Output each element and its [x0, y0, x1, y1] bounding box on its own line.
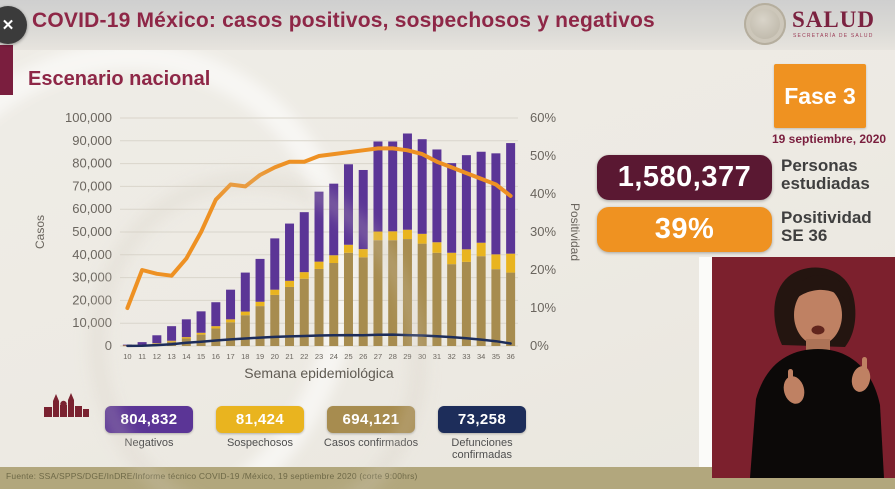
svg-text:60%: 60% [530, 110, 556, 125]
svg-text:32: 32 [447, 352, 455, 361]
legend-item-confirmados: 694,121 Casos confirmados [319, 406, 423, 449]
page-title: COVID-19 México: casos positivos, sospec… [32, 9, 655, 32]
svg-text:19: 19 [256, 352, 264, 361]
svg-text:50%: 50% [530, 148, 556, 163]
legend-value-confirmados: 694,121 [327, 406, 415, 433]
svg-text:10%: 10% [530, 300, 556, 315]
svg-text:30: 30 [418, 352, 426, 361]
stat-label-positividad-line1: Positividad [781, 208, 872, 227]
svg-text:16: 16 [212, 352, 220, 361]
svg-text:36: 36 [506, 352, 514, 361]
report-date: 19 septiembre, 2020 [772, 132, 887, 146]
svg-text:100,000: 100,000 [65, 110, 112, 125]
svg-text:29: 29 [403, 352, 411, 361]
svg-text:21: 21 [285, 352, 293, 361]
svg-text:Positividad: Positividad [568, 203, 582, 261]
svg-text:90,000: 90,000 [72, 133, 112, 148]
svg-text:24: 24 [330, 352, 338, 361]
source-text: Fuente: SSA/SPPS/DGE/InDRE/Informe técni… [6, 471, 418, 481]
close-icon[interactable]: ✕ [0, 6, 27, 44]
svg-text:40%: 40% [530, 186, 556, 201]
svg-text:33: 33 [462, 352, 470, 361]
header-bar: COVID-19 México: casos positivos, sospec… [0, 0, 895, 50]
stat-label-personas: Personas estudiadas [781, 157, 870, 193]
svg-text:15: 15 [197, 352, 205, 361]
svg-text:0: 0 [105, 338, 112, 353]
svg-text:80,000: 80,000 [72, 156, 112, 171]
stat-label-positividad-line2: SE 36 [781, 226, 828, 245]
salud-logo-subtext: SECRETARÍA DE SALUD [793, 33, 874, 39]
legend-label-confirmados: Casos confirmados [323, 437, 419, 449]
phase-badge: Fase 3 [774, 64, 866, 128]
legend-value-defunciones: 73,258 [438, 406, 526, 433]
legend-value-negativos: 804,832 [105, 406, 193, 433]
svg-text:60,000: 60,000 [72, 201, 112, 216]
legend-item-defunciones: 73,258 Defunciones confirmadas [430, 406, 534, 461]
svg-text:10: 10 [123, 352, 131, 361]
svg-text:25: 25 [344, 352, 352, 361]
svg-text:34: 34 [477, 352, 485, 361]
svg-text:22: 22 [300, 352, 308, 361]
stat-personas-estudiadas: 1,580,377 [597, 155, 772, 200]
national-chart: 0 10,000 20,000 30,000 40,000 50,000 60,000 70,… [33, 110, 582, 381]
svg-text:20%: 20% [530, 262, 556, 277]
svg-text:23: 23 [315, 352, 323, 361]
svg-text:Semana epidemiológica: Semana epidemiológica [244, 365, 394, 381]
stat-label-positividad: Positividad SE 36 [781, 209, 872, 245]
svg-text:31: 31 [433, 352, 441, 361]
svg-text:0%: 0% [530, 338, 549, 353]
svg-text:17: 17 [226, 352, 234, 361]
legend-label-negativos: Negativos [124, 437, 174, 449]
salud-logo: SALUD [792, 7, 875, 32]
svg-text:35: 35 [492, 352, 500, 361]
sign-language-interpreter-video[interactable] [712, 257, 895, 478]
section-title: Escenario nacional [28, 68, 211, 90]
legend-item-sospechosos: 81,424 Sospechosos [208, 406, 312, 449]
stat-label-personas-line2: estudiadas [781, 174, 870, 193]
svg-text:Casos: Casos [33, 215, 47, 249]
svg-text:30%: 30% [530, 224, 556, 239]
source-band: Fuente: SSA/SPPS/DGE/InDRE/Informe técni… [0, 467, 895, 489]
svg-text:18: 18 [241, 352, 249, 361]
svg-text:20,000: 20,000 [72, 292, 112, 307]
svg-text:14: 14 [182, 352, 190, 361]
accent-bar [0, 45, 13, 95]
svg-text:50,000: 50,000 [72, 224, 112, 239]
interpreter-box-border [699, 257, 712, 478]
svg-text:12: 12 [153, 352, 161, 361]
svg-text:30,000: 30,000 [72, 270, 112, 285]
government-seal-icon [744, 3, 786, 45]
svg-text:20: 20 [271, 352, 279, 361]
svg-text:40,000: 40,000 [72, 247, 112, 262]
stat-positividad: 39% [597, 207, 772, 252]
svg-text:70,000: 70,000 [72, 178, 112, 193]
legend-label-sospechosos: Sospechosos [226, 437, 294, 449]
svg-text:28: 28 [389, 352, 397, 361]
stat-label-personas-line1: Personas [781, 156, 858, 175]
legend-label-defunciones: Defunciones confirmadas [451, 437, 513, 461]
palacio-icon [44, 393, 89, 417]
legend-value-sospechosos: 81,424 [216, 406, 304, 433]
svg-text:26: 26 [359, 352, 367, 361]
svg-text:13: 13 [167, 352, 175, 361]
legend-item-negativos: 804,832 Negativos [97, 406, 201, 449]
svg-text:11: 11 [138, 352, 146, 361]
interpreter-silhouette [712, 257, 895, 478]
svg-text:10,000: 10,000 [72, 315, 112, 330]
svg-text:27: 27 [374, 352, 382, 361]
